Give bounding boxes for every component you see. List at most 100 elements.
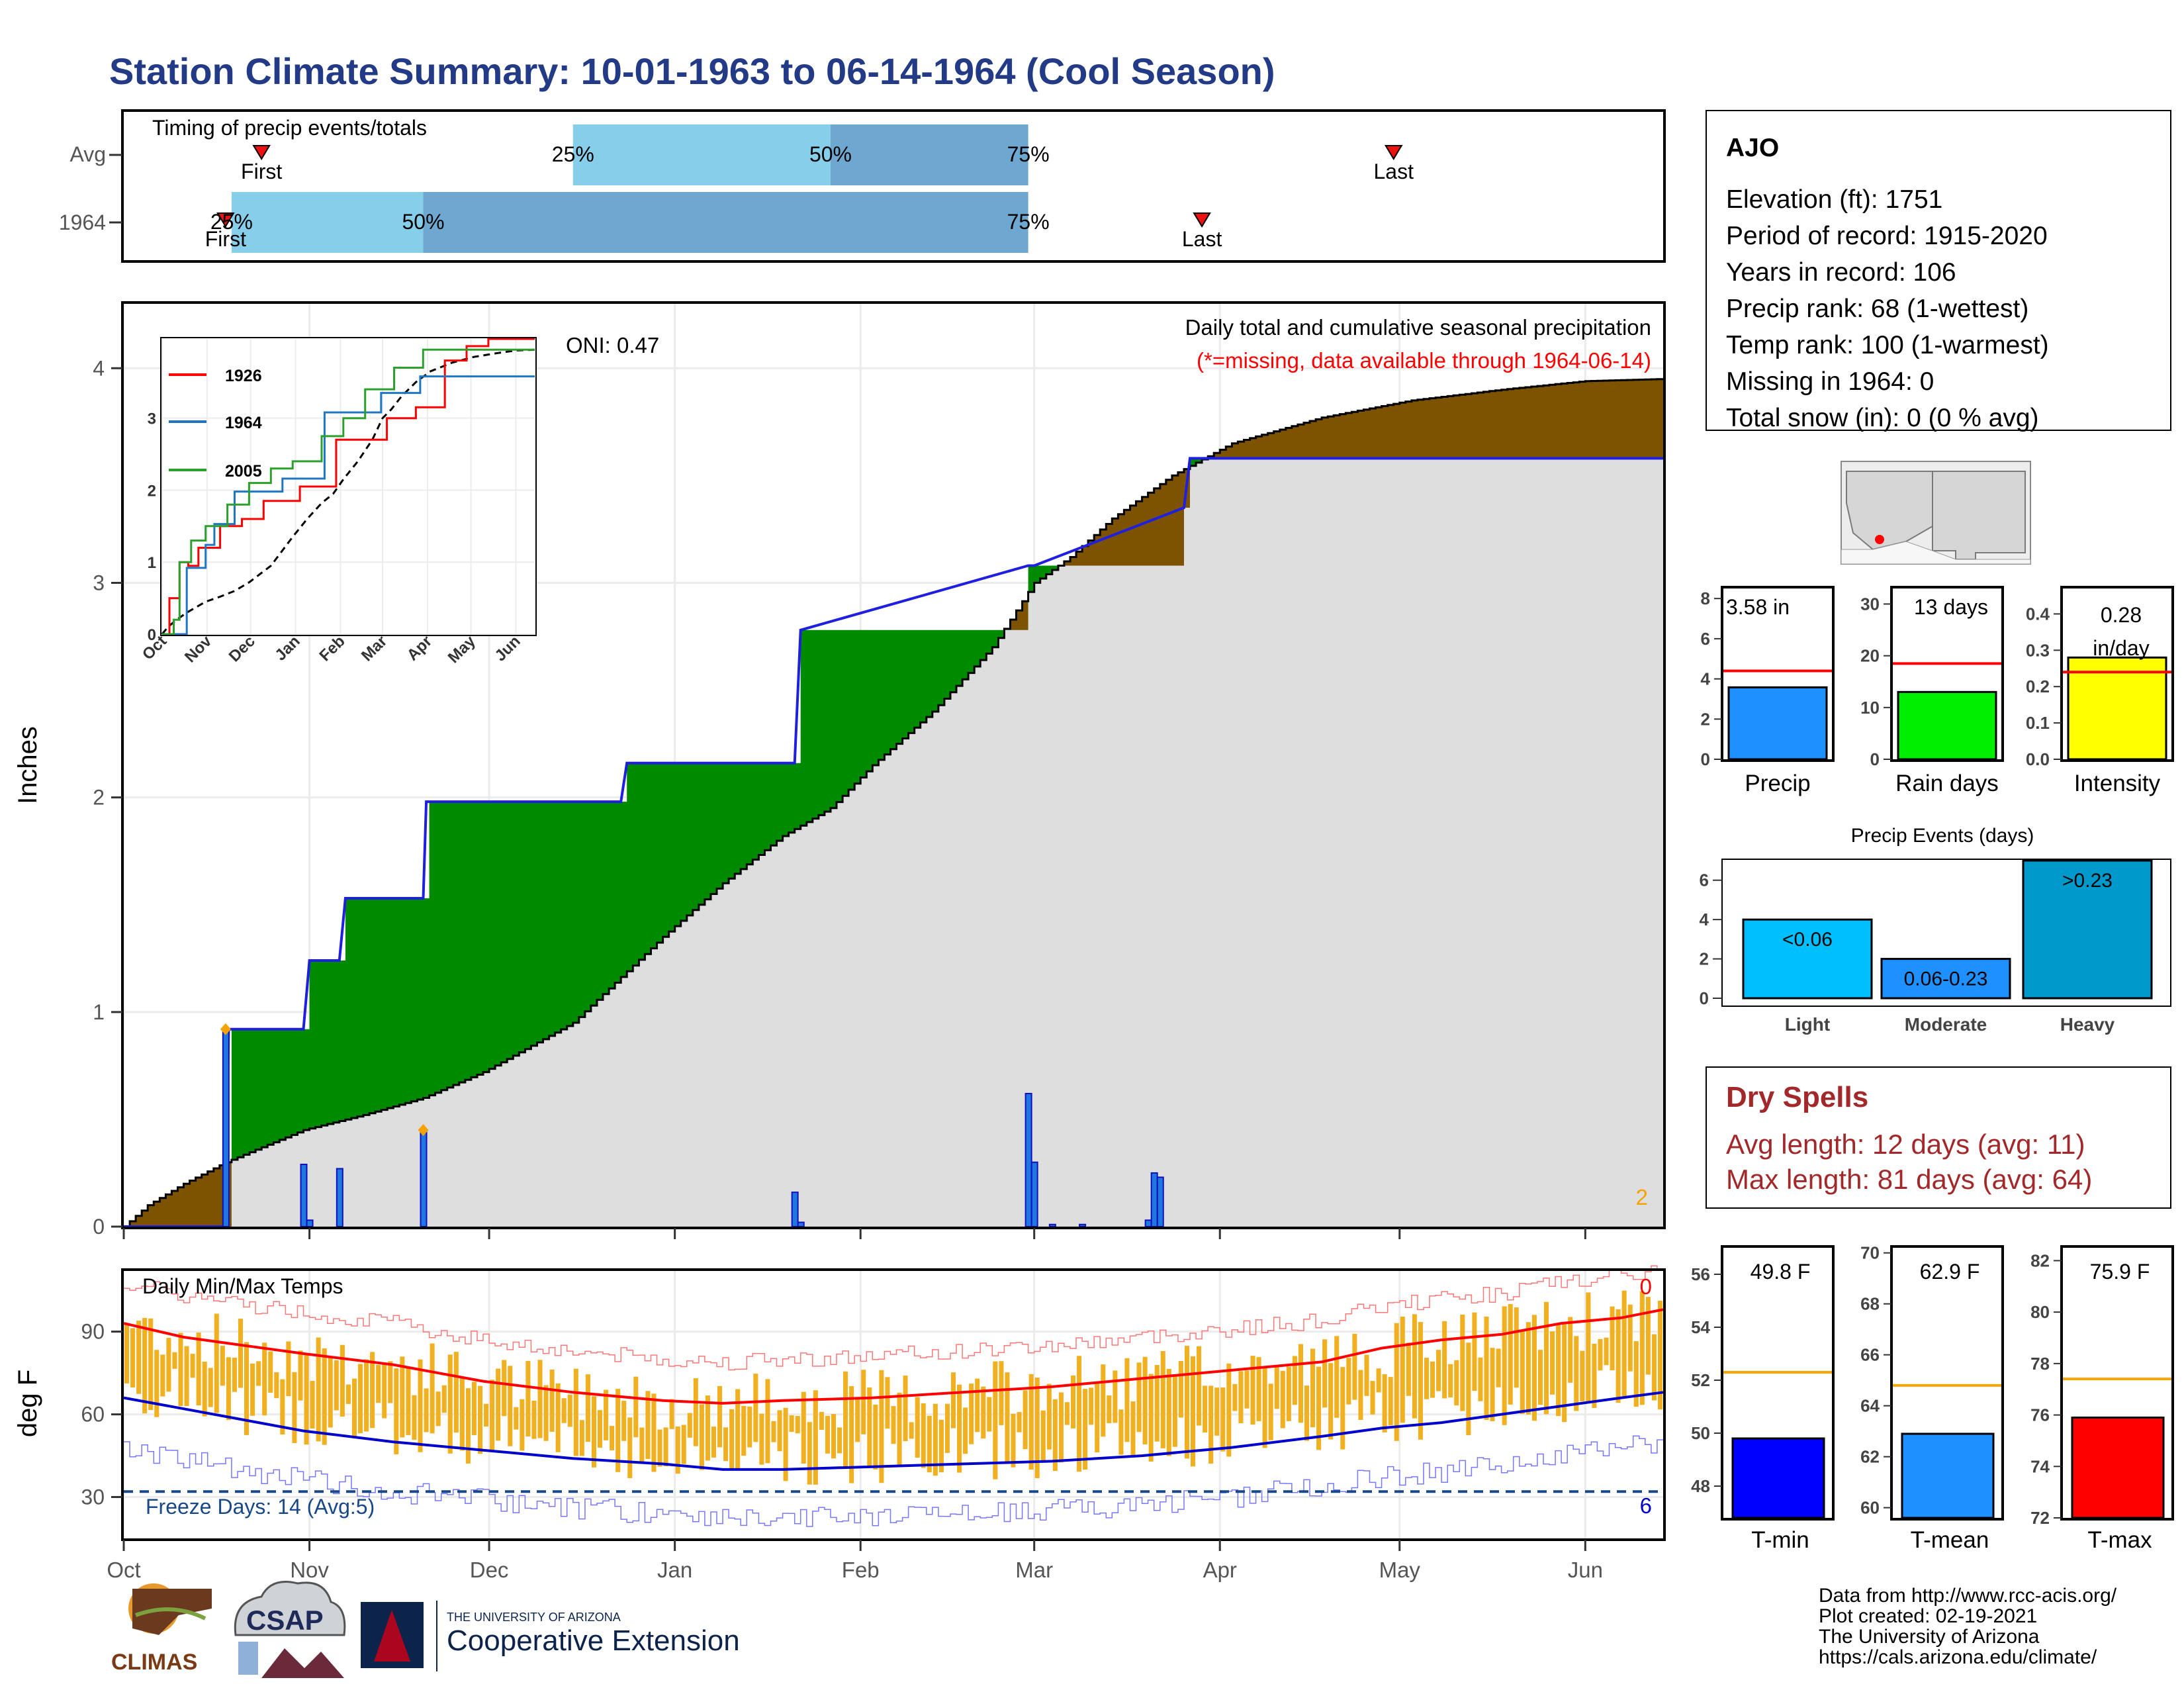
station-temp-rank: Temp rank: 100 (1-warmest) <box>1726 331 2049 359</box>
daily-temp-bar <box>783 1407 788 1481</box>
daily-temp-bar <box>1077 1356 1082 1472</box>
daily-precip-bar <box>1150 1172 1158 1227</box>
daily-temp-bar <box>543 1385 549 1441</box>
daily-temp-bar <box>304 1354 309 1445</box>
daily-temp-bar <box>1046 1383 1052 1450</box>
daily-temp-bar <box>795 1415 800 1434</box>
daily-temp-bar <box>1101 1364 1106 1437</box>
sb-tmean-tick-label: 66 <box>1860 1345 1880 1365</box>
daily-temp-bar <box>1520 1330 1525 1414</box>
daily-precip-bar <box>420 1129 428 1228</box>
daily-temp-bar <box>1568 1317 1573 1383</box>
daily-temp-bar <box>573 1368 578 1456</box>
events-cat-heavy: Heavy <box>2060 1014 2115 1035</box>
daily-temp-bar <box>316 1337 321 1442</box>
daily-temp-bar <box>1142 1356 1148 1444</box>
sb-raindays-value: 13 days <box>1914 595 1988 619</box>
csap-cloud-icon <box>234 1581 346 1636</box>
precip-events-panel: Precip Events (days) <0.06 0.06-0.23 >0.23… <box>1700 825 2171 1035</box>
daily-temp-bar <box>771 1421 776 1442</box>
daily-temp-bar <box>256 1361 261 1386</box>
daily-temp-bar <box>1136 1362 1142 1432</box>
daily-temp-bar <box>435 1391 441 1427</box>
daily-temp-bar <box>1334 1336 1340 1418</box>
daily-temp-bar <box>591 1396 596 1468</box>
events-bar-moderate <box>1880 958 2011 1000</box>
oni-label: ONI: 0.47 <box>566 333 659 357</box>
daily-temp-bar <box>897 1392 902 1466</box>
daily-temp-bar <box>747 1406 752 1448</box>
daily-temp-bar <box>531 1400 537 1439</box>
daily-temp-bar <box>1130 1401 1136 1457</box>
sb-tmax-value: 75.9 F <box>2090 1260 2150 1284</box>
sb-tmean-value: 62.9 F <box>1920 1260 1980 1284</box>
daily-temp-bar <box>172 1352 177 1369</box>
daily-temp-bar <box>1478 1357 1483 1401</box>
daily-temp-bar <box>693 1378 698 1446</box>
daily-temp-bar <box>1543 1301 1549 1415</box>
daily-temp-bar <box>567 1394 572 1427</box>
daily-temp-bar <box>1436 1350 1441 1391</box>
inset-legend-1926: 1926 <box>225 367 262 385</box>
avg-q25-label: 25% <box>552 142 594 166</box>
sb-precip-tick-label: 6 <box>1701 629 1710 649</box>
daily-temp-bar <box>166 1338 171 1392</box>
station-snow: Total snow (in): 0 (0 % avg) <box>1726 404 2039 432</box>
temp-top-count: 0 <box>1640 1274 1652 1299</box>
daily-temp-bar <box>1089 1387 1094 1425</box>
daily-temp-bar <box>1280 1370 1285 1429</box>
daily-temp-bar <box>604 1389 609 1440</box>
daily-temp-bar <box>1370 1381 1375 1415</box>
small-bars-marks: 0 2 4 6 8 0 10 20 30 0.0 0.1 0.2 0.3 0.4 <box>1701 588 2171 769</box>
daily-temp-bar <box>471 1382 477 1435</box>
daily-temp-bar <box>585 1374 590 1442</box>
events-bar-label-moderate: 0.06-0.23 <box>1904 968 1988 990</box>
footer-data-source: Data from http://www.rcc-acis.org/ <box>1819 1585 2117 1607</box>
inset-series-2005 <box>162 348 535 635</box>
inset-ytick-label: 1 <box>148 554 156 572</box>
daily-temp-bar <box>1154 1365 1160 1442</box>
daily-temp-bar <box>1226 1363 1232 1457</box>
daily-temp-bar <box>1394 1323 1399 1441</box>
month-tick-label-Apr: Apr <box>1203 1558 1237 1582</box>
daily-temp-bar <box>208 1368 213 1407</box>
daily-temp-bar <box>1034 1378 1040 1478</box>
sb-tmin-tick-label: 56 <box>1691 1264 1710 1284</box>
daily-temp-bar <box>711 1427 717 1458</box>
daily-temp-bar <box>453 1352 459 1433</box>
daily-temp-bar <box>645 1391 651 1459</box>
daily-temp-bar <box>244 1342 250 1435</box>
daily-temp-bar <box>430 1343 435 1434</box>
daily-temp-bar <box>1496 1348 1501 1387</box>
daily-temp-bar <box>879 1370 884 1483</box>
sb-tmax-tick-label: 80 <box>2030 1302 2050 1322</box>
daily-temp-bar <box>142 1317 148 1414</box>
daily-temp-bar <box>525 1360 531 1436</box>
sb-tmin-value: 49.8 F <box>1751 1260 1811 1284</box>
events-title: Precip Events (days) <box>1851 825 2034 847</box>
daily-temp-bar <box>322 1348 327 1445</box>
temp-title: Daily Min/Max Temps <box>142 1274 343 1298</box>
logo-csap-text: CSAP <box>246 1605 324 1636</box>
sb-intensity-tick-label: 0.3 <box>2026 640 2050 660</box>
daily-precip-bar <box>336 1168 343 1227</box>
precip-ytick-label: 4 <box>93 356 105 380</box>
sb-tmin-tick-label: 54 <box>1691 1317 1710 1337</box>
daily-temp-bar <box>621 1401 627 1441</box>
timing-y1964-first-marker-icon <box>216 212 235 228</box>
daily-temp-bar <box>687 1413 692 1438</box>
sb-tmin-label: T-min <box>1751 1527 1809 1553</box>
events-tick-label: 2 <box>1700 949 1709 969</box>
temp-bottom-count: 6 <box>1640 1493 1652 1518</box>
daily-temp-bar <box>1070 1375 1076 1429</box>
daily-precip-bar <box>1156 1176 1164 1228</box>
sb-tmax-label: T-max <box>2087 1527 2152 1553</box>
daily-temp-bar <box>555 1383 561 1452</box>
daily-temp-bar <box>735 1389 741 1469</box>
daily-temp-bar <box>1627 1304 1633 1372</box>
climas-land-icon <box>132 1589 212 1635</box>
daily-temp-bar <box>1346 1358 1351 1405</box>
logo-csap: CSAP <box>234 1581 346 1678</box>
sb-intensity-bar <box>2067 656 2167 761</box>
daily-temp-bar <box>705 1395 710 1461</box>
